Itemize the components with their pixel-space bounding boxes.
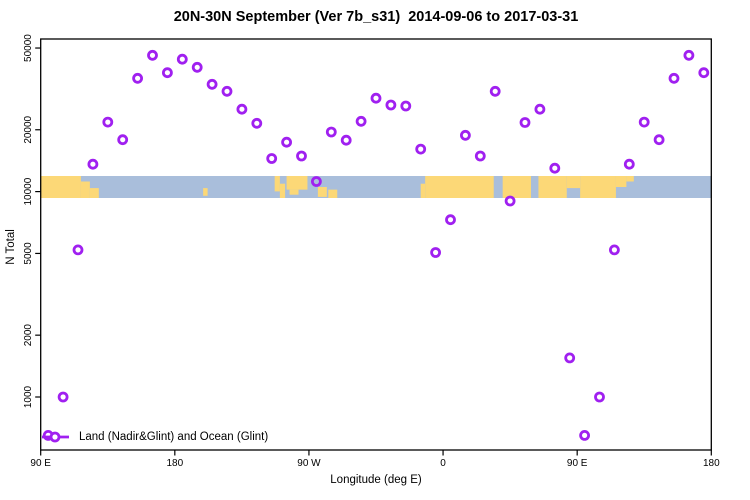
data-point [623,158,635,170]
data-point [296,150,307,162]
map-band-land-segment [502,176,531,198]
map-band-land-segment [420,183,426,198]
data-point [176,53,188,65]
data-point [474,150,486,162]
data-point [117,134,129,146]
map-band-land-segment [279,183,286,198]
legend-open-circle-icon [49,431,61,443]
data-point [638,116,650,128]
x-tick-label: 0 [440,458,446,469]
map-band-land-segment [286,176,308,190]
map-band-land-segment [274,176,280,192]
x-tick-label: 90 E [567,458,588,469]
data-point [609,244,620,256]
legend-label: Land (Nadir&Glint) and Ocean (Glint) [79,431,269,443]
data-point [102,116,114,128]
data-point [489,85,501,97]
data-point [400,100,412,112]
data-point [221,85,233,97]
data-point [206,78,218,90]
data-point [132,72,144,84]
map-band-land-segment [203,188,208,196]
data-point [504,195,516,207]
data-point [266,153,278,164]
map-band-land-segment [626,176,634,182]
map-band-land-segment [40,176,81,198]
y-tick-label: 50000 [23,34,34,62]
x-tick-label: 90 E [30,458,51,469]
legend-marker-icon [42,431,69,443]
data-point [310,176,322,187]
data-point [519,117,531,128]
data-point [355,115,367,127]
map-band-land-segment [289,189,299,195]
plot-box [40,38,712,451]
data-point [534,103,546,115]
map-band-land-segment [317,187,327,197]
data-point [236,103,248,115]
data-point [147,49,158,61]
data-point [430,247,442,258]
x-axis-label: Longitude (deg E) [330,474,422,486]
x-tick-label: 180 [166,458,183,469]
data-point [683,49,695,61]
map-band-land-segment [328,189,338,198]
y-tick-label: 5000 [23,242,34,265]
data-point [653,134,665,146]
data-point [445,214,456,226]
data-point [594,391,605,403]
data-point [415,143,427,155]
data-point [459,129,471,141]
data-point [191,61,203,73]
data-point [251,117,263,129]
data-point [549,162,561,174]
map-band-land-segment [580,176,616,198]
data-point [385,99,397,111]
y-axis-label: N Total [5,229,17,265]
y-tick-label: 20000 [23,115,34,143]
y-tick-label: 10000 [23,177,34,205]
data-point [161,67,173,79]
data-point [72,244,84,256]
map-band-land-segment [615,176,627,187]
x-tick-label: 180 [703,458,720,469]
data-point [698,67,710,79]
data-point [325,126,337,138]
map-band-land-segment [89,188,99,198]
data-point [281,136,293,148]
data-point [57,391,69,403]
y-tick-label: 2000 [23,324,34,347]
x-tick-label: 90 W [297,458,321,469]
data-point [340,134,352,146]
map-band-land-segment [80,181,90,198]
map-band-land-segment [425,176,494,198]
chart-title: 20N-30N September (Ver 7b_s31) 2014-09-0… [173,9,579,25]
map-band-land-segment [538,176,567,198]
data-point [564,352,576,364]
data-point [579,429,590,441]
y-tick-label: 1000 [23,385,34,408]
data-point [370,92,382,104]
data-point [668,72,680,84]
data-point [87,158,99,170]
map-band-land-segment [566,176,581,189]
legend: Land (Nadir&Glint) and Ocean (Glint) [41,430,268,444]
